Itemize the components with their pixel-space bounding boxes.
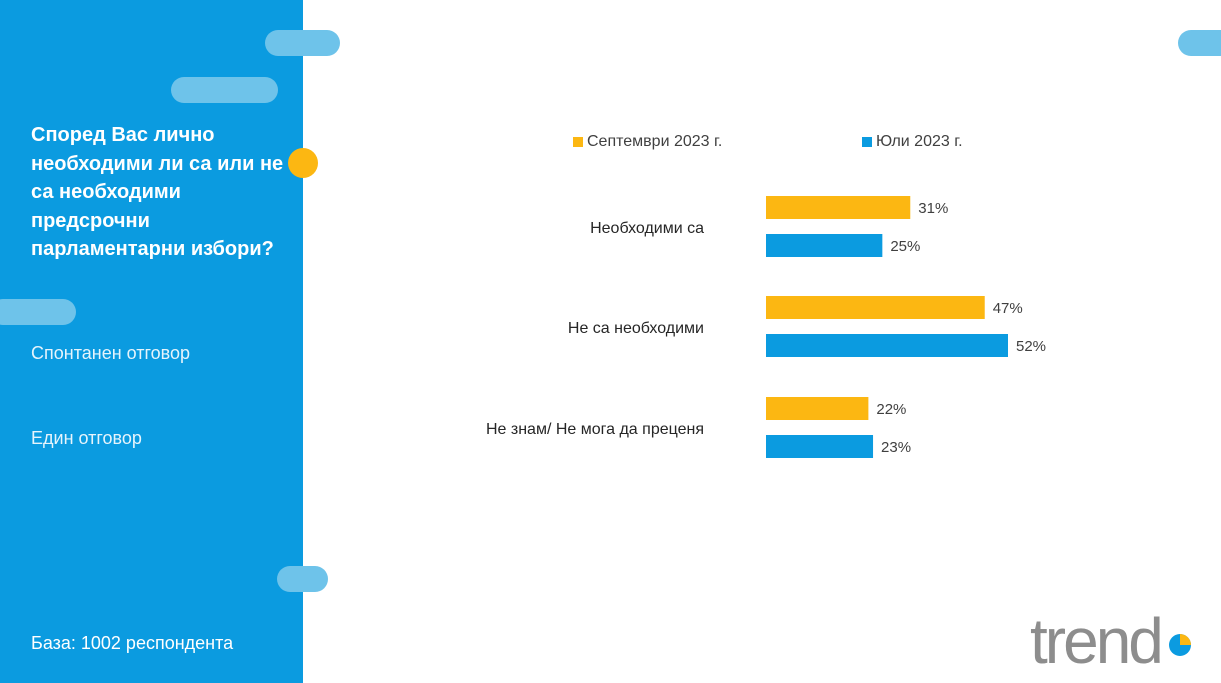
data-label: 22% <box>876 401 906 418</box>
base-label: База: 1002 респондента <box>31 633 234 653</box>
question-line: парламентарни избори? <box>31 238 274 260</box>
note-single-answer: Един отговор <box>31 428 142 448</box>
legend-swatch <box>573 137 583 147</box>
decor-pill <box>0 299 76 325</box>
legend-label: Юли 2023 г. <box>876 133 963 150</box>
question-line: Според Вас лично <box>31 124 215 146</box>
bar <box>766 397 869 420</box>
legend-item-september: Септември 2023 г. <box>573 132 722 152</box>
bar <box>766 234 883 257</box>
question-line: предсрочни <box>31 209 150 232</box>
data-label: 25% <box>890 238 920 255</box>
decor-pill <box>171 77 278 103</box>
data-label: 23% <box>881 439 911 456</box>
bar <box>766 435 874 458</box>
note-spontaneous: Спонтанен отговор <box>31 343 191 363</box>
pie-chart-icon <box>1169 634 1191 656</box>
legend-label: Септември 2023 г. <box>587 133 723 150</box>
bar <box>766 196 911 219</box>
legend-item-july: Юли 2023 г. <box>862 132 963 152</box>
decor-pill <box>277 566 328 592</box>
logo-text: trend <box>1030 610 1161 670</box>
question-title: Според Вас лично необходими ли са или не… <box>31 121 293 264</box>
category-label: Необходими са <box>590 220 704 237</box>
category-label: Не са необходими <box>568 320 704 337</box>
data-label: 52% <box>1016 338 1046 355</box>
legend-swatch <box>862 137 872 147</box>
question-line: са необходими <box>31 181 181 203</box>
decor-pill <box>265 30 340 56</box>
decor-pill <box>1178 30 1221 56</box>
bar <box>766 296 985 319</box>
trend-logo: trend <box>1030 610 1191 670</box>
question-line: необходими ли са или не <box>31 152 284 175</box>
data-label: 47% <box>993 300 1023 317</box>
data-label: 31% <box>918 200 948 217</box>
sidebar-panel <box>0 0 303 683</box>
decor-dot <box>288 148 318 178</box>
category-label: Не знам/ Не мога да преценя <box>486 421 704 438</box>
bar <box>766 334 1008 357</box>
